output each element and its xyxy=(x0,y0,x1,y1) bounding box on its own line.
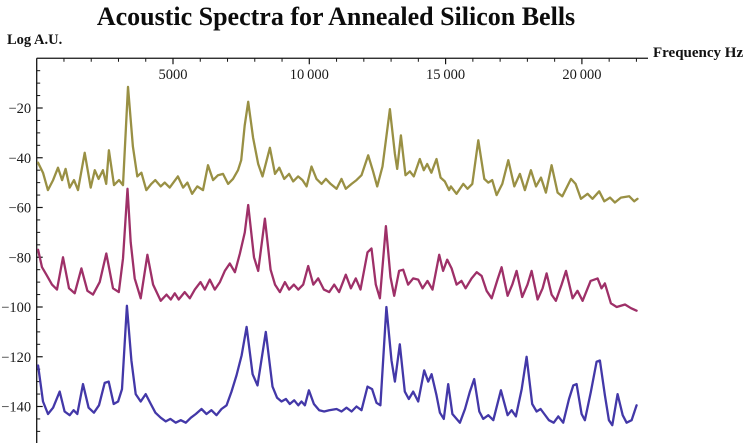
y-axis-tick-label: −140 xyxy=(1,400,31,416)
y-axis-tick-label: −80 xyxy=(9,250,32,266)
x-axis-tick-label: 10 000 xyxy=(290,67,329,83)
page-title: Acoustic Spectra for Annealed Silicon Be… xyxy=(96,2,576,31)
y-axis-tick-label: −40 xyxy=(9,151,32,167)
y-axis-tick-label: −60 xyxy=(9,201,32,217)
y-axis-title: Log A.U. xyxy=(7,32,63,48)
spectrum-bottom-blue-line xyxy=(36,304,638,427)
x-axis-tick-label: 15 000 xyxy=(426,67,465,83)
spectrum-middle-magenta-line xyxy=(36,187,638,312)
x-axis-tick-label: 20 000 xyxy=(562,67,601,83)
y-axis-tick-label: −100 xyxy=(1,300,31,316)
y-axis-tick-label: −120 xyxy=(1,350,31,366)
x-axis-tick-label: 5000 xyxy=(159,67,188,83)
x-axis-title: Frequency Hz xyxy=(653,45,744,61)
y-axis-tick-label: −20 xyxy=(9,101,32,117)
spectrum-top-olive-line xyxy=(36,85,639,204)
